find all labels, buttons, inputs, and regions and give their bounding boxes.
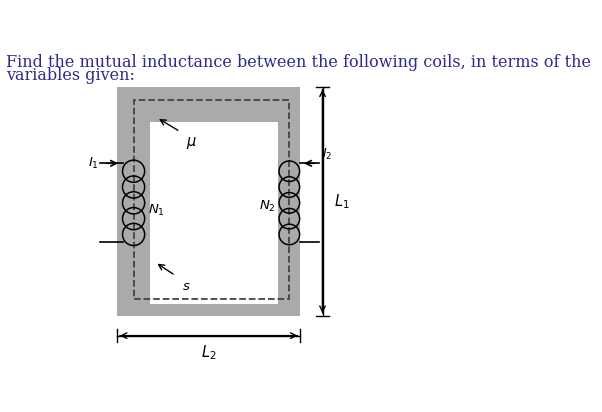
Bar bbox=[134, 100, 290, 299]
Text: $N_2$: $N_2$ bbox=[259, 199, 276, 214]
Text: $s$: $s$ bbox=[182, 280, 190, 293]
Bar bbox=[150, 122, 278, 304]
Text: Find the mutual inductance between the following coils, in terms of the: Find the mutual inductance between the f… bbox=[7, 54, 591, 71]
Text: $I_1$: $I_1$ bbox=[88, 156, 99, 171]
Text: $\mu$: $\mu$ bbox=[186, 135, 197, 151]
Text: $I_2$: $I_2$ bbox=[321, 147, 332, 162]
Text: variables given:: variables given: bbox=[7, 67, 135, 84]
Text: $N_1$: $N_1$ bbox=[148, 203, 165, 218]
Text: $L_1$: $L_1$ bbox=[334, 192, 349, 211]
Text: $L_2$: $L_2$ bbox=[201, 344, 217, 362]
Bar bbox=[117, 87, 300, 316]
